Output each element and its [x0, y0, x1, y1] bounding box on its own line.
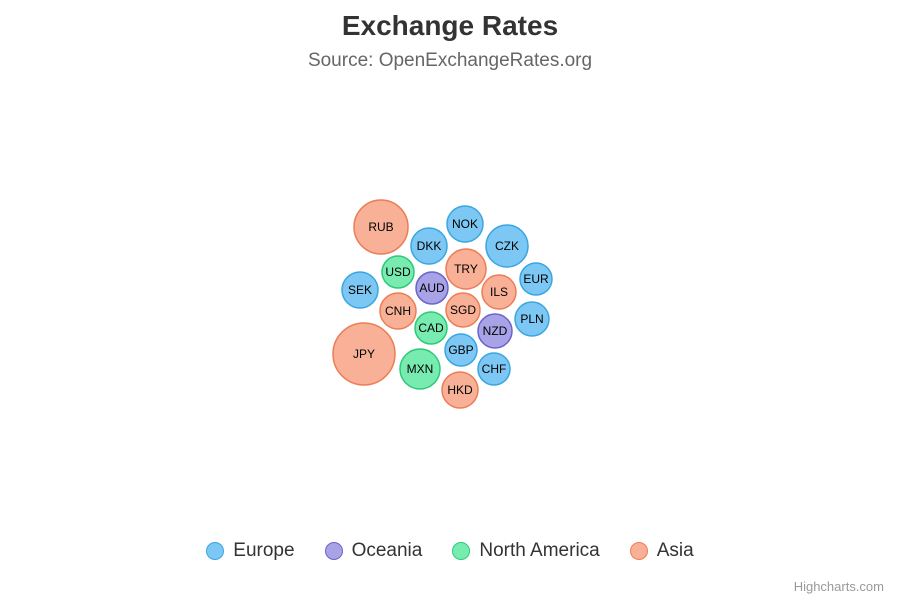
bubble-hkd[interactable] — [441, 371, 479, 409]
bubble-label-cad: CAD — [418, 321, 444, 335]
legend-marker — [324, 542, 343, 560]
bubble-label-nzd: NZD — [483, 324, 508, 338]
bubble-label-pln: PLN — [520, 312, 543, 326]
bubble-label-ils: ILS — [490, 285, 508, 299]
legend-marker — [206, 542, 225, 560]
legend-marker — [629, 542, 648, 560]
bubble-label-sgd: SGD — [450, 303, 476, 317]
bubble-rub[interactable] — [353, 199, 409, 255]
bubble-cnh[interactable] — [379, 292, 417, 330]
bubble-label-eur: EUR — [523, 272, 549, 286]
bubble-ils[interactable] — [481, 274, 517, 310]
bubble-label-cnh: CNH — [385, 304, 411, 318]
bubble-mxn[interactable] — [399, 348, 441, 390]
bubble-label-czk: CZK — [495, 239, 519, 253]
bubble-aud[interactable] — [415, 271, 449, 305]
legend-label: Oceania — [351, 540, 423, 561]
chart-title: Exchange Rates — [341, 10, 559, 41]
legend-item-north-america[interactable]: North America — [452, 540, 600, 562]
bubble-label-try: TRY — [454, 262, 478, 276]
bubble-nzd[interactable] — [477, 313, 513, 349]
legend-item-asia[interactable]: Asia — [629, 540, 694, 562]
bubble-label-mxn: MXN — [407, 362, 434, 376]
chart-subtitle: Source: OpenExchangeRates.org — [307, 50, 593, 71]
bubble-cad[interactable] — [414, 311, 448, 345]
bubble-label-hkd: HKD — [447, 383, 473, 397]
legend-label: Asia — [656, 540, 694, 561]
bubble-chf[interactable] — [477, 352, 511, 386]
legend-label: North America — [479, 540, 600, 561]
bubble-eur[interactable] — [519, 262, 553, 296]
legend-label: Europe — [233, 540, 295, 561]
legend: Europe Oceania North America Asia — [0, 540, 900, 562]
legend-marker — [452, 542, 471, 560]
legend-item-europe[interactable]: Europe — [206, 540, 295, 562]
bubble-try[interactable] — [445, 248, 487, 290]
bubble-label-rub: RUB — [368, 220, 393, 234]
legend-item-oceania[interactable]: Oceania — [324, 540, 423, 562]
bubble-jpy[interactable] — [332, 322, 396, 386]
bubble-czk[interactable] — [485, 224, 529, 268]
bubble-sgd[interactable] — [445, 292, 481, 328]
bubble-label-chf: CHF — [482, 362, 507, 376]
bubble-label-sek: SEK — [348, 283, 372, 297]
bubble-gbp[interactable] — [444, 333, 478, 367]
bubble-label-nok: NOK — [452, 217, 478, 231]
bubble-label-dkk: DKK — [417, 239, 442, 253]
bubble-pln[interactable] — [514, 301, 550, 337]
bubble-label-usd: USD — [385, 265, 411, 279]
credits-link[interactable]: Highcharts.com — [793, 579, 884, 594]
bubble-label-jpy: JPY — [353, 347, 375, 361]
bubble-label-gbp: GBP — [448, 343, 473, 357]
bubble-usd[interactable] — [381, 255, 415, 289]
bubble-sek[interactable] — [341, 271, 379, 309]
bubble-dkk[interactable] — [410, 227, 448, 265]
bubble-label-aud: AUD — [419, 281, 445, 295]
bubble-nok[interactable] — [446, 205, 484, 243]
